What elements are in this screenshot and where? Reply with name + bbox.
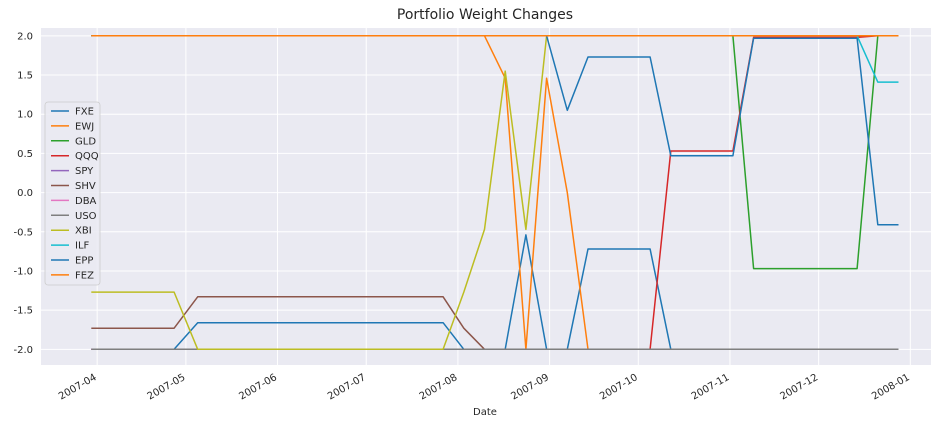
y-tick-label: -1.5 [13, 306, 33, 317]
y-tick-label: 2.0 [17, 31, 33, 42]
legend-label-uso: USO [75, 211, 97, 222]
legend-label-fxe: FXE [75, 107, 94, 118]
y-tick-label: 1.0 [17, 110, 33, 121]
legend-label-xbi: XBI [75, 226, 92, 237]
legend-label-shv: SHV [75, 181, 96, 192]
y-axis: 2.0 1.5 1.0 0.5 0.0 -0.5 -1.0 -1.5 -2.0 [13, 31, 33, 355]
y-tick-label: -1.0 [13, 266, 33, 277]
legend-label-dba: DBA [75, 196, 97, 207]
legend-label-qqq: QQQ [75, 151, 99, 162]
legend-label-fez: FEZ [75, 270, 94, 281]
series-lines [91, 35, 899, 351]
plot-area [41, 28, 931, 365]
y-tick-label: 0.5 [17, 149, 33, 160]
legend-label-ewj: EWJ [75, 121, 94, 132]
legend-label-gld: GLD [75, 136, 96, 147]
legend-box [44, 101, 101, 286]
legend: FXE EWJ GLD QQQ SPY SHV DBA USO XBI ILF EPP FEZ [44, 101, 101, 286]
y-tick-label: -0.5 [13, 227, 33, 238]
legend-label-spy: SPY [75, 166, 94, 177]
legend-label-epp: EPP [75, 256, 93, 267]
y-tick-label: 0.0 [17, 188, 33, 199]
y-tick-label: 1.5 [17, 71, 33, 82]
chart-title: Portfolio Weight Changes [397, 7, 573, 23]
legend-label-ilf: ILF [75, 241, 90, 252]
x-axis-title: Date [473, 407, 497, 418]
y-tick-label: -2.0 [13, 345, 33, 356]
